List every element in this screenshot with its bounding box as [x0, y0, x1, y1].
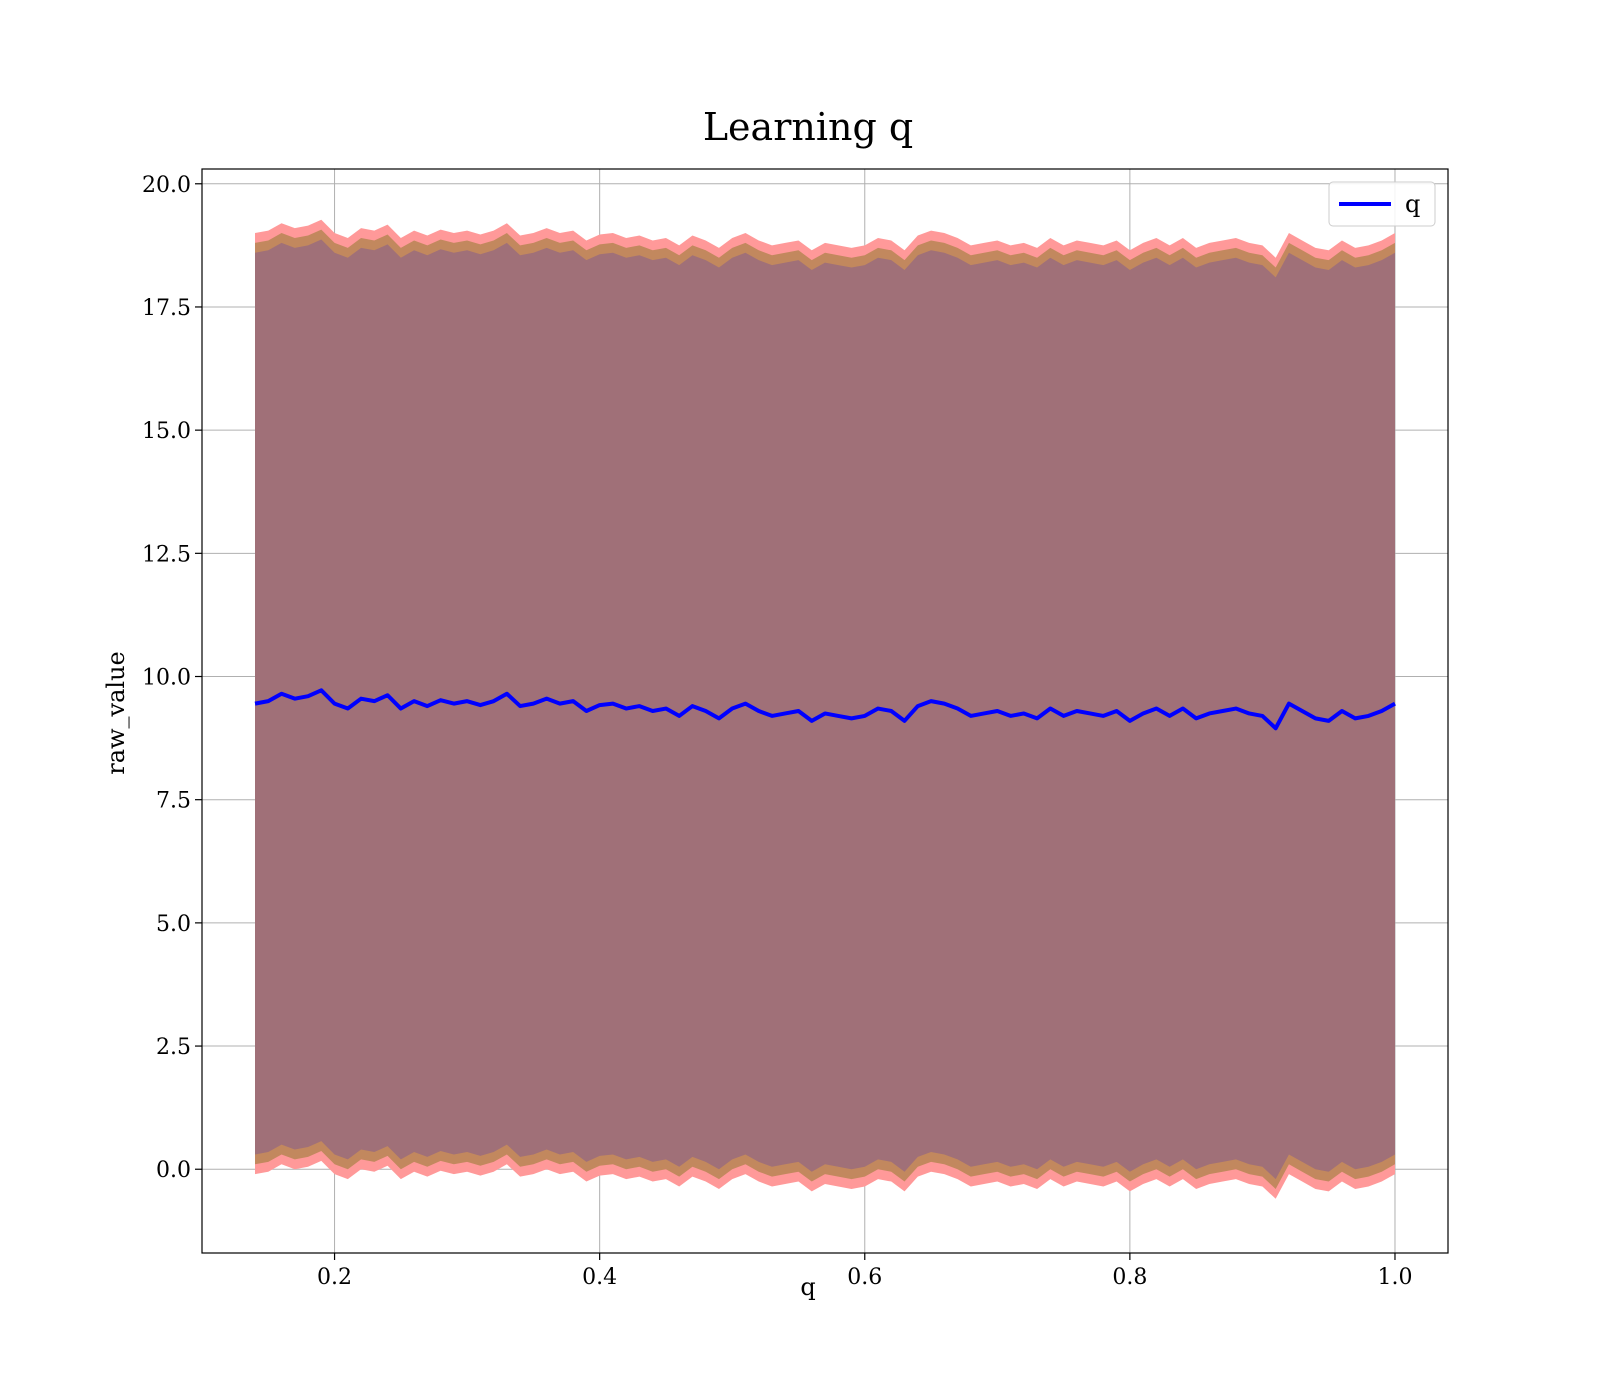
x-tick-label: 0.4: [582, 1265, 617, 1290]
y-tick-label: 17.5: [142, 296, 191, 321]
series-line-q: [254, 688, 1396, 731]
y-tick-label: 15.0: [142, 419, 191, 444]
x-tick-label: 0.2: [317, 1265, 352, 1290]
y-tick-label: 12.5: [142, 542, 191, 567]
y-tick-label: 2.5: [156, 1035, 191, 1060]
y-tick-label: 20.0: [142, 173, 191, 198]
y-tick-label: 7.5: [156, 789, 191, 814]
y-tick-label: 0.0: [156, 1158, 191, 1183]
y-axis-label: raw_value: [102, 651, 130, 775]
y-tick-label: 10.0: [142, 666, 191, 691]
x-tick-label: 0.6: [847, 1265, 882, 1290]
confidence-bands: [255, 219, 1395, 1199]
axis-ticks: 0.2 0.4 0.6 0.8 1.0 0.0 2.5 5.0 7.5 10.0 12.5 15.0 1…: [142, 173, 1412, 1290]
legend: q: [1328, 181, 1436, 227]
series-lines: [254, 688, 1396, 731]
x-tick-label: 1.0: [1377, 1265, 1412, 1290]
y-tick-label: 5.0: [156, 912, 191, 937]
chart-title: Learning q: [703, 105, 913, 149]
band-inner: [255, 239, 1395, 1180]
x-tick-label: 0.8: [1112, 1265, 1147, 1290]
legend-label-q: q: [1405, 190, 1420, 218]
plot-frame: [201, 168, 1449, 1254]
x-axis-label: q: [800, 1273, 815, 1301]
